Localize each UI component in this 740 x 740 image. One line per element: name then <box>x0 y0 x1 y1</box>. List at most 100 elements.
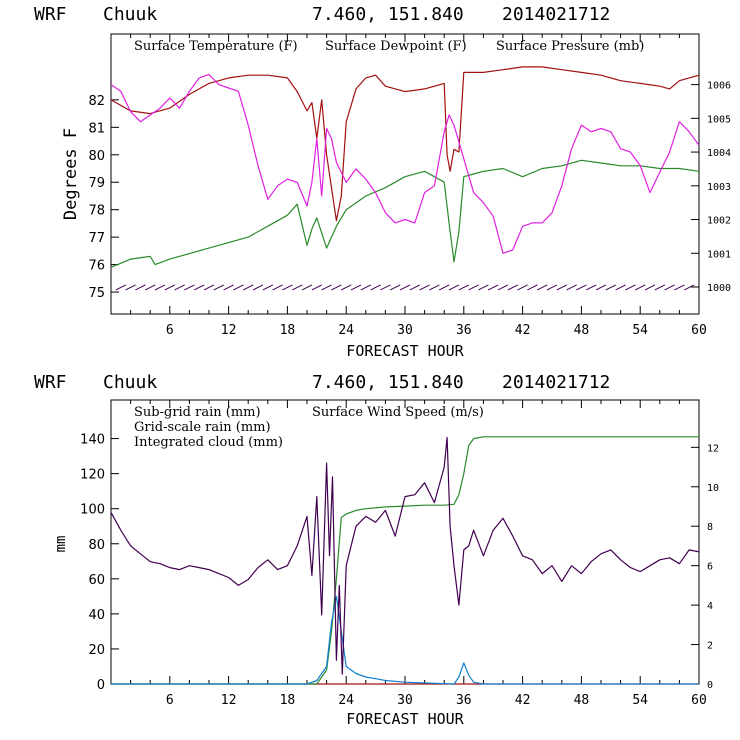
top-header-init: 2014021712 <box>502 4 610 25</box>
wind-barb <box>223 284 234 291</box>
x-tick-label: 60 <box>691 323 707 338</box>
legend-wind-speed: Surface Wind Speed (m/s) <box>312 405 484 420</box>
wind-barb <box>644 284 656 291</box>
x-tick-label: 36 <box>456 693 472 708</box>
legend-subgrid-rain: Sub-grid rain (mm) <box>134 405 261 420</box>
x-tick-label: 30 <box>397 323 413 338</box>
y2-tick-label: 1006 <box>707 81 731 92</box>
y-tick-label: 81 <box>88 121 105 136</box>
rain-wind-plot: Sub-grid rain (mm) Grid-scale rain (mm) … <box>53 399 719 728</box>
series-grid-scale-rain-mm <box>111 436 699 685</box>
x-tick-label: 42 <box>515 693 531 708</box>
y-tick-label: 40 <box>88 608 105 623</box>
series-integrated-cloud-mm <box>111 595 699 685</box>
wind-barb <box>233 284 244 291</box>
x-tick-label: 24 <box>338 323 354 338</box>
wind-barb <box>546 284 558 291</box>
wind-barb <box>507 284 519 291</box>
wind-barb <box>605 284 617 291</box>
bottom-ylabel: mm <box>53 536 69 553</box>
wind-barb <box>135 284 146 291</box>
wind-barb <box>409 284 421 291</box>
wind-barb <box>331 284 342 291</box>
y2-tick-label: 1004 <box>707 148 731 159</box>
top-header-model: WRF <box>34 4 67 25</box>
y2-tick-label: 1000 <box>707 283 731 294</box>
x-tick-label: 48 <box>574 693 590 708</box>
wind-barb <box>527 284 538 291</box>
wind-barb <box>448 284 460 291</box>
y2-tick-label: 12 <box>707 443 719 454</box>
y-tick-label: 75 <box>88 286 105 301</box>
x-tick-label: 48 <box>574 323 590 338</box>
legend-dewpoint: Surface Dewpoint (F) <box>325 39 467 54</box>
top-plot-frame <box>110 33 700 315</box>
wind-barb <box>615 284 626 291</box>
wind-barb <box>311 284 323 291</box>
wind-barb <box>654 284 666 291</box>
y-tick-label: 100 <box>80 503 105 518</box>
wind-barb <box>340 284 352 291</box>
legend-pressure: Surface Pressure (mb) <box>496 39 644 54</box>
y-tick-label: 0 <box>97 678 105 693</box>
x-tick-label: 18 <box>280 323 296 338</box>
wind-barb <box>438 284 450 291</box>
wind-barb <box>576 284 587 291</box>
top-ylabel: Degrees F <box>61 128 81 220</box>
x-tick-label: 36 <box>456 323 472 338</box>
series-surface-pressure-mb <box>110 73 700 254</box>
wind-barb <box>389 284 401 291</box>
y2-tick-label: 4 <box>707 601 713 612</box>
bottom-xlabel: FORECAST HOUR <box>346 710 464 728</box>
x-tick-label: 42 <box>515 323 531 338</box>
series-surface-temperature-f <box>110 66 700 222</box>
wind-barb <box>536 284 548 291</box>
y2-tick-label: 1002 <box>707 216 731 227</box>
y2-tick-label: 1005 <box>707 114 731 125</box>
wind-barb <box>458 284 470 291</box>
wind-barb <box>595 284 607 291</box>
wind-barb <box>242 284 254 291</box>
wind-barb <box>556 284 568 291</box>
x-tick-label: 30 <box>397 693 413 708</box>
wind-barb <box>272 284 283 291</box>
wind-barb <box>634 284 646 291</box>
top-header-station: Chuuk <box>103 4 157 25</box>
x-tick-label: 12 <box>221 323 237 338</box>
wind-barb <box>321 284 332 291</box>
temperature-pressure-plot: Surface Temperature (F) Surface Dewpoint… <box>61 33 731 360</box>
y-tick-label: 20 <box>88 643 105 658</box>
wind-barb <box>252 284 264 291</box>
wind-barb <box>350 284 362 291</box>
wind-barb <box>585 284 597 291</box>
wind-barb <box>213 284 225 291</box>
wind-barb <box>115 284 127 291</box>
wind-barb <box>193 284 205 291</box>
x-tick-label: 54 <box>632 323 648 338</box>
wind-barb <box>301 284 313 291</box>
wind-barb <box>517 284 528 291</box>
y2-tick-label: 2 <box>707 641 713 652</box>
wind-barb <box>468 284 479 291</box>
wind-barb <box>478 284 489 291</box>
wind-barb <box>164 284 176 291</box>
y-tick-label: 140 <box>80 433 105 448</box>
wind-barb <box>282 284 293 291</box>
x-tick-label: 6 <box>166 693 174 708</box>
series-surface-wind-speed-m-s <box>110 436 700 675</box>
bottom-header-station: Chuuk <box>103 372 157 393</box>
x-tick-label: 24 <box>338 693 354 708</box>
y-tick-label: 80 <box>88 538 105 553</box>
wind-barb <box>487 284 499 291</box>
wind-barb <box>429 284 440 291</box>
wind-barb <box>370 284 381 291</box>
wind-barb <box>360 284 372 291</box>
wind-barb <box>664 284 675 291</box>
y2-tick-label: 10 <box>707 483 719 494</box>
y-tick-label: 76 <box>88 259 105 274</box>
wind-barb <box>184 284 195 291</box>
y-tick-label: 80 <box>88 149 105 164</box>
wind-barb <box>125 284 136 291</box>
top-xlabel: FORECAST HOUR <box>346 342 464 360</box>
